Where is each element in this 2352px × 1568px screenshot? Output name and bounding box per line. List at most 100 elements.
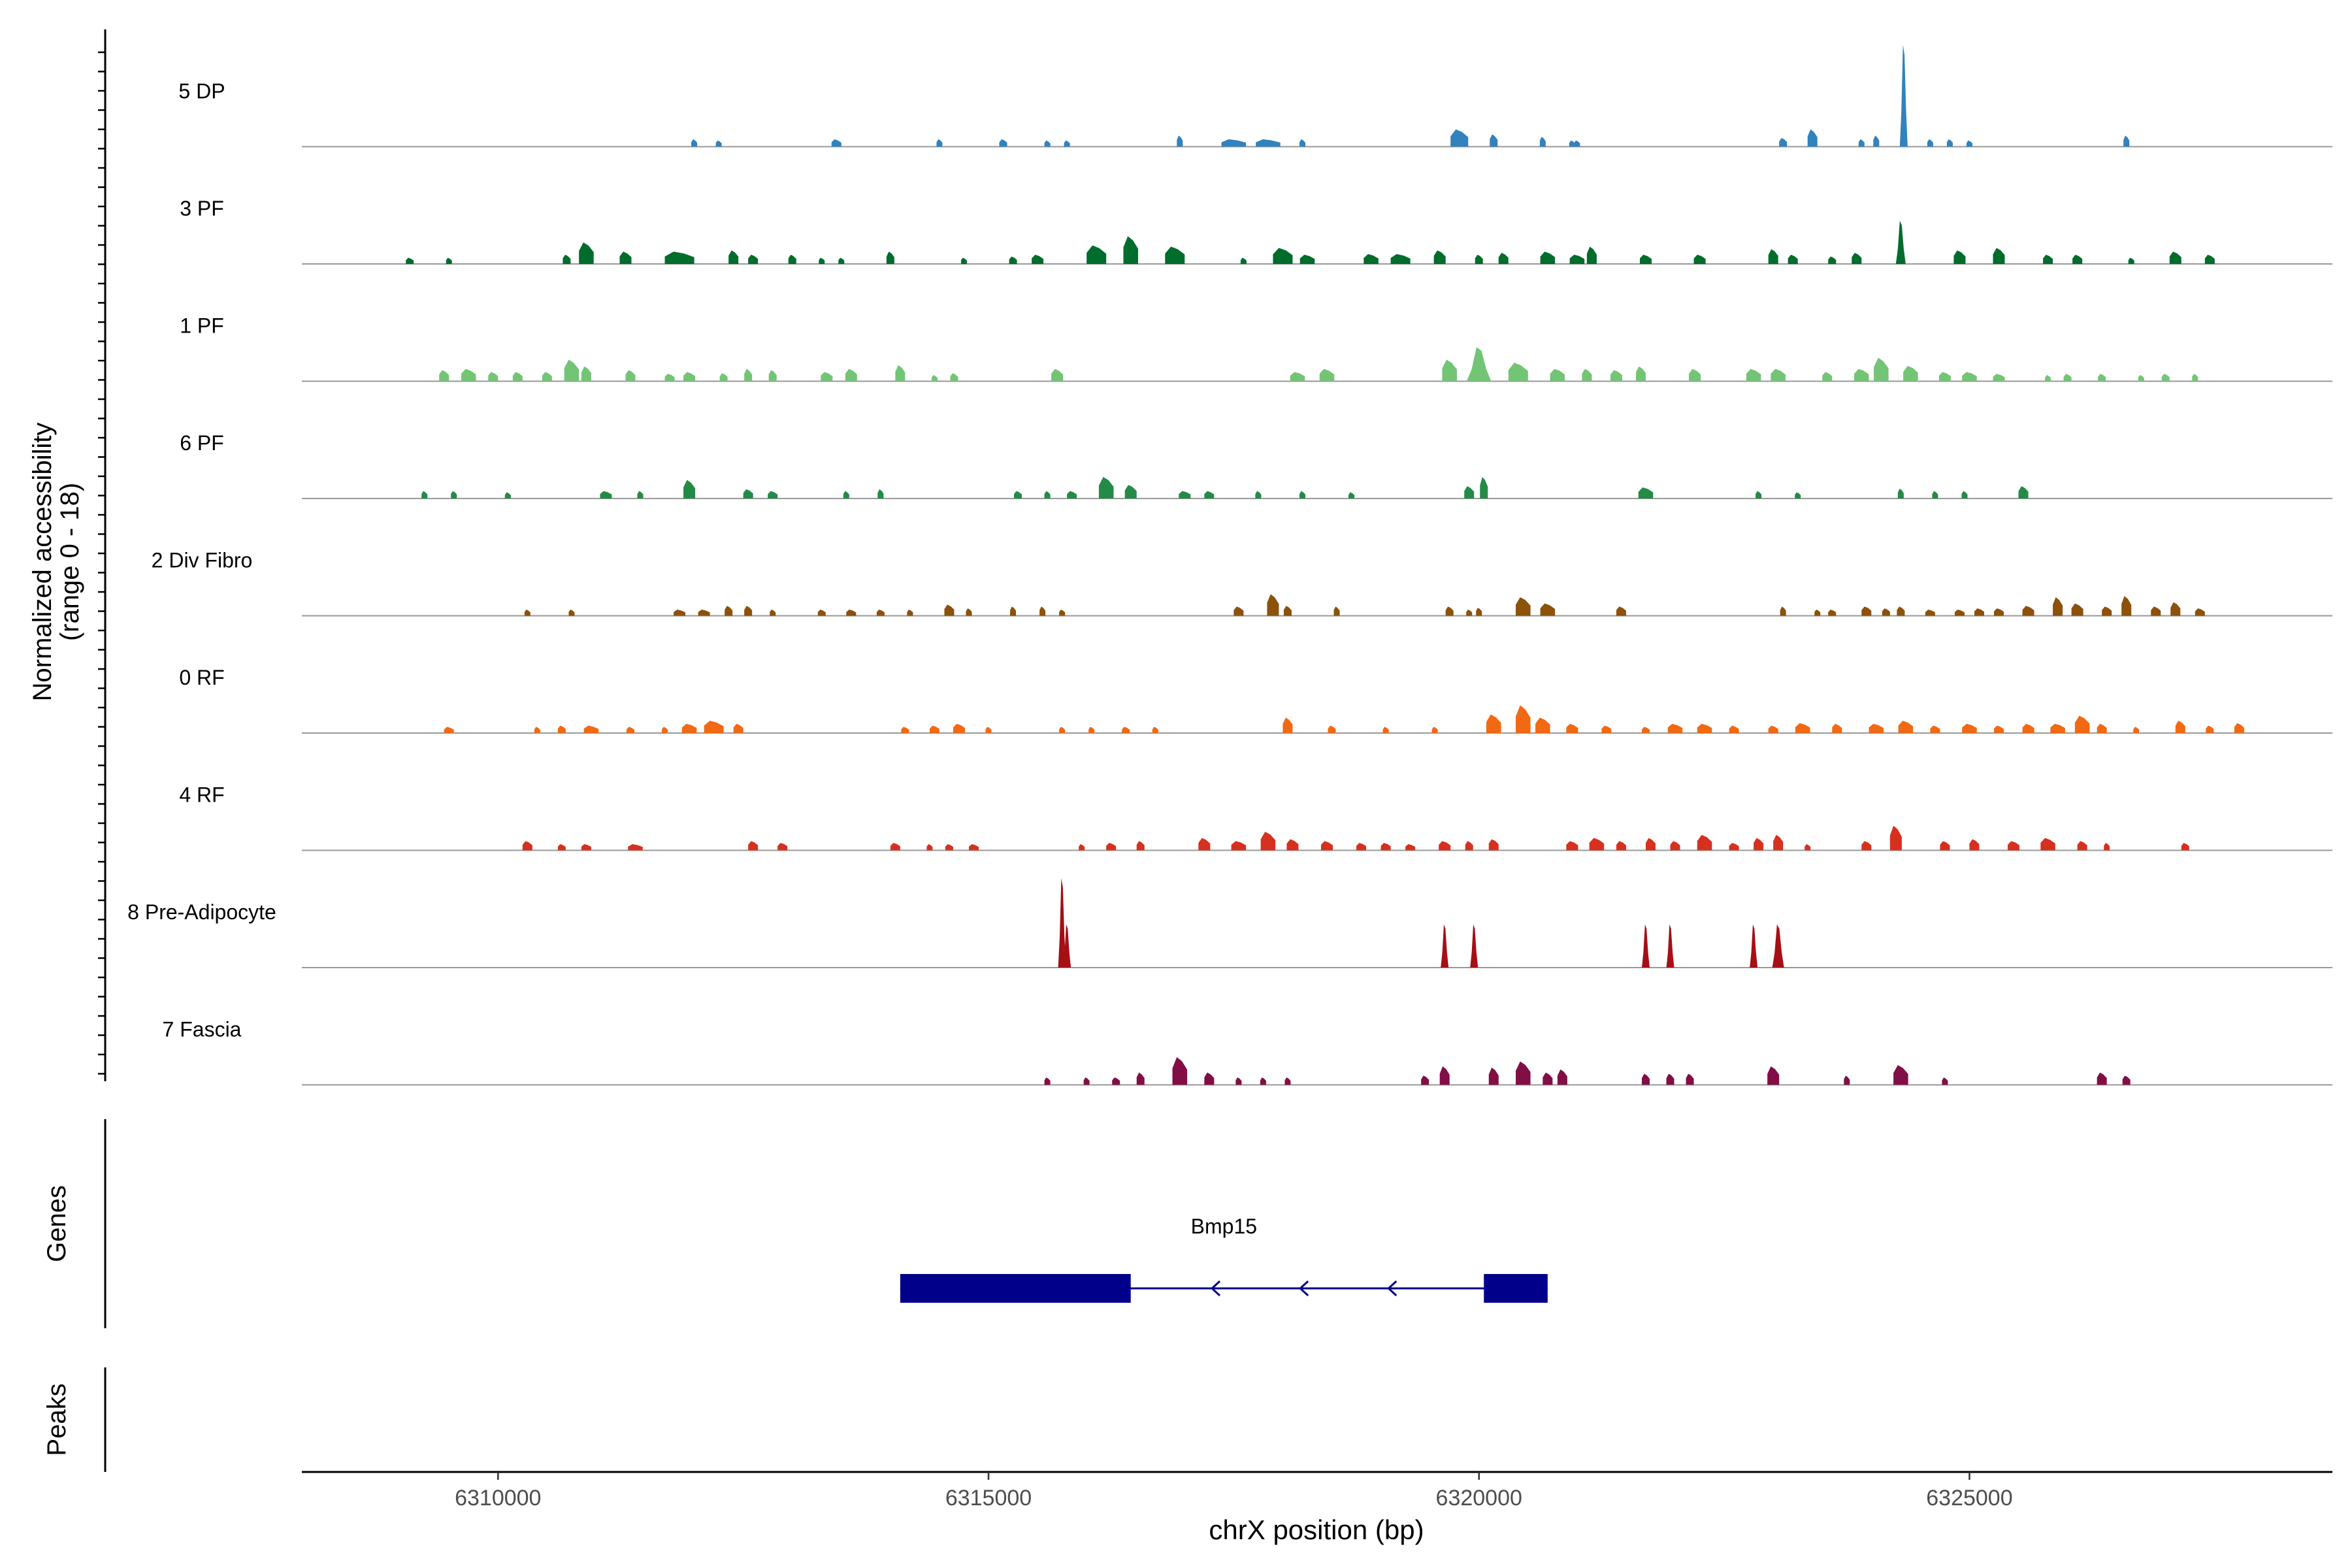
coverage-peak <box>1974 608 1984 616</box>
coverage-peak <box>1961 491 1968 498</box>
coverage-peak <box>1942 1077 1948 1085</box>
coverage-peak <box>2063 374 2072 382</box>
coverage-peak <box>581 366 591 382</box>
coverage-peak <box>1260 1077 1266 1085</box>
track-label: 4 RF <box>179 783 224 807</box>
coverage-peak <box>1348 492 1355 498</box>
coverage-peak <box>1895 220 1906 264</box>
coverage-peak <box>1079 844 1085 851</box>
coverage-peak <box>2122 1075 2131 1085</box>
coverage-peak <box>683 480 696 498</box>
coverage-peak <box>1566 723 1578 733</box>
coverage-peak <box>1994 725 2004 733</box>
coverage-peak <box>1854 368 1869 382</box>
x-axis-label: chrX position (bp) <box>1209 1514 1424 1545</box>
coverage-peak <box>1557 1069 1567 1085</box>
coverage-peak <box>1828 610 1837 616</box>
coverage-peak <box>2097 1072 2107 1085</box>
coverage-peak <box>488 372 498 382</box>
coverage-peak <box>1204 491 1215 498</box>
y-axis <box>98 29 106 1081</box>
coverage-peak <box>1780 606 1786 616</box>
track-label: 3 PF <box>180 197 224 220</box>
coverage-peak <box>1466 347 1492 382</box>
coverage-peak <box>1666 1073 1674 1085</box>
coverage-peak <box>1540 252 1556 264</box>
coverage-peak <box>831 139 841 147</box>
coverage-peak <box>1516 705 1531 733</box>
coverage-peak <box>1795 723 1810 733</box>
coverage-peak <box>1282 717 1293 733</box>
coverage-peak <box>2138 375 2144 382</box>
coverage-peak <box>1550 368 1565 382</box>
coverage-peak <box>901 727 909 733</box>
coverage-peak <box>628 844 643 851</box>
coverage-peak <box>1938 372 1951 382</box>
coverage-peak <box>1589 838 1605 851</box>
coverage-peak <box>985 727 992 733</box>
coverage-peak <box>1852 253 1862 264</box>
track-label: 2 Div Fibro <box>152 549 253 572</box>
coverage-peak <box>768 370 777 382</box>
coverage-peak <box>1693 254 1706 264</box>
coverage-peak <box>683 372 696 382</box>
coverage-peak <box>1177 135 1183 147</box>
coverage-peak <box>728 250 739 264</box>
coverage-peak <box>890 843 900 851</box>
coverage-peak <box>1086 245 1107 264</box>
coverage-peak <box>2053 597 2063 616</box>
coverage-peak <box>926 844 933 851</box>
coverage-peak <box>931 375 938 382</box>
coverage-peak <box>439 370 449 382</box>
coverage-peak <box>1645 838 1656 851</box>
coverage-peak <box>461 368 476 382</box>
coverage-peak <box>1772 924 1784 968</box>
coverage-peak <box>1925 610 1935 616</box>
coverage-peak <box>846 610 857 616</box>
coverage-peak <box>1273 248 1293 264</box>
coverage-peak <box>2175 721 2185 733</box>
coverage-peak <box>1390 253 1411 264</box>
y-axis-label: Normalized accessibility <box>28 423 57 702</box>
x-tick-label: 6310000 <box>455 1486 541 1511</box>
coverage-peak <box>1098 476 1114 498</box>
coverage-peak <box>1450 129 1469 147</box>
coverage-peak <box>1667 723 1683 733</box>
coverage-peak <box>1032 254 1044 264</box>
coverage-peak <box>2022 723 2034 733</box>
peaks-track-label: Peaks <box>42 1383 71 1456</box>
coverage-peak <box>1010 606 1017 616</box>
track-label: 0 RF <box>179 666 224 689</box>
coverage-peak <box>2133 727 2140 733</box>
coverage-peak <box>1380 843 1391 851</box>
coverage-peak <box>1756 491 1762 498</box>
coverage-peak <box>821 372 833 382</box>
coverage-peak <box>626 727 634 733</box>
coverage-peak <box>725 606 733 616</box>
coverage-peak <box>877 489 884 498</box>
coverage-peak <box>1267 594 1279 616</box>
coverage-peak <box>421 491 428 498</box>
coverage-peak <box>1767 1066 1780 1085</box>
coverage-peak <box>1235 1077 1242 1085</box>
coverage-peak <box>968 844 979 851</box>
coverage-peak <box>1610 370 1622 382</box>
coverage-peak <box>406 257 414 264</box>
coverage-peak <box>1932 491 1938 498</box>
coverage-peak <box>838 257 845 264</box>
track-3-pf: 3 PF <box>180 197 2332 265</box>
coverage-peak <box>2181 843 2189 851</box>
coverage-peak <box>1807 129 1818 147</box>
coverage-peak <box>907 610 913 616</box>
coverage-peak <box>1897 488 1904 498</box>
coverage-peak <box>1498 253 1509 264</box>
track-8-pre-adipocyte: 8 Pre-Adipocyte <box>127 878 2332 968</box>
coverage-peak <box>1566 841 1578 851</box>
coverage-peak <box>1476 608 1482 616</box>
coverage-peak <box>1059 727 1066 733</box>
coverage-peak <box>1768 249 1778 264</box>
track-5-dp: 5 DP <box>178 44 2332 148</box>
coverage-peak <box>1063 924 1071 968</box>
coverage-peak <box>999 139 1007 147</box>
coverage-peak <box>1882 608 1890 616</box>
